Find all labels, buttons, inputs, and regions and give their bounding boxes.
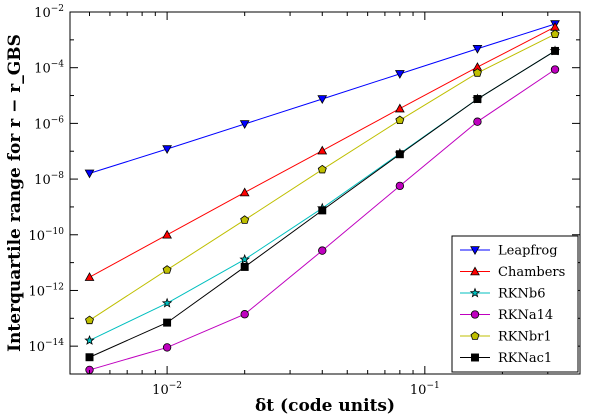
data-point-leapfrog bbox=[317, 95, 328, 105]
x-tick-label: 10−1 bbox=[410, 381, 440, 398]
data-point-rkna14 bbox=[162, 343, 172, 352]
legend: Leapfrog Chambers RKNb6 RKNa14 RKNbr1 RKNac1 bbox=[451, 235, 579, 373]
y-tick-label: 10−10 bbox=[28, 227, 64, 244]
y-tick-label: 10−4 bbox=[34, 60, 64, 77]
data-point-chambers bbox=[550, 21, 560, 31]
y-tick-label: 10−8 bbox=[34, 171, 64, 188]
legend-marker-leapfrog bbox=[470, 246, 480, 256]
legend-item-chambers: Chambers bbox=[460, 265, 565, 280]
data-point-rkna14 bbox=[473, 117, 482, 126]
data-point-chambers bbox=[239, 187, 250, 197]
legend-item-rknac1: RKNac1 bbox=[460, 351, 552, 366]
y-tick-label: 10−2 bbox=[34, 4, 64, 21]
legend-label-chambers: Chambers bbox=[498, 265, 565, 280]
legend-label-rknac1: RKNac1 bbox=[498, 351, 552, 366]
data-point-leapfrog bbox=[239, 120, 250, 130]
y-axis-label: Interquartile range for r − r_GBS bbox=[5, 34, 25, 352]
data-point-rknac1 bbox=[240, 262, 249, 271]
series-rkna14 bbox=[85, 65, 560, 375]
legend-item-rkna14: RKNa14 bbox=[460, 308, 553, 323]
legend-label-rkna14: RKNa14 bbox=[498, 308, 553, 323]
series-rknac1 bbox=[85, 46, 559, 362]
data-point-rknac1 bbox=[473, 95, 482, 103]
data-point-rknac1 bbox=[85, 353, 94, 362]
legend-item-rknbr1: RKNbr1 bbox=[460, 330, 552, 345]
data-point-leapfrog bbox=[472, 44, 483, 54]
data-point-rknb6 bbox=[84, 334, 95, 345]
data-point-rknbr1 bbox=[317, 164, 327, 174]
data-point-rknb6 bbox=[161, 297, 173, 308]
data-point-rknbr1 bbox=[162, 265, 172, 274]
legend-item-rknb6: RKNb6 bbox=[460, 287, 545, 302]
data-point-rknac1 bbox=[318, 206, 327, 215]
legend-marker-rknb6 bbox=[469, 287, 481, 298]
data-point-rknb6 bbox=[239, 253, 250, 264]
legend-marker-rknbr1 bbox=[470, 331, 480, 340]
data-point-rknbr1 bbox=[472, 68, 482, 77]
data-point-chambers bbox=[394, 103, 405, 113]
x-axis-label: δt (code units) bbox=[255, 396, 395, 416]
data-point-rkna14 bbox=[550, 65, 560, 74]
legend-box bbox=[451, 235, 579, 373]
data-point-leapfrog bbox=[162, 145, 172, 155]
data-point-rknbr1 bbox=[240, 215, 250, 224]
legend-item-leapfrog: Leapfrog bbox=[460, 244, 558, 259]
series-chambers bbox=[84, 21, 560, 281]
y-tick-label: 10−12 bbox=[28, 282, 64, 299]
legend-marker-rknac1 bbox=[471, 353, 479, 362]
data-point-rknbr1 bbox=[550, 29, 560, 38]
series-layer bbox=[84, 20, 561, 375]
data-point-rkna14 bbox=[318, 246, 327, 255]
data-point-leapfrog bbox=[394, 70, 405, 79]
data-point-chambers bbox=[84, 272, 95, 281]
series-leapfrog bbox=[84, 20, 560, 179]
legend-label-leapfrog: Leapfrog bbox=[498, 244, 558, 259]
data-point-rknac1 bbox=[551, 46, 559, 55]
data-point-rknbr1 bbox=[395, 115, 405, 125]
data-point-rkna14 bbox=[240, 310, 249, 319]
data-point-chambers bbox=[162, 229, 172, 239]
data-point-rknac1 bbox=[163, 318, 172, 327]
legend-marker-chambers bbox=[470, 266, 480, 276]
legend-label-rknb6: RKNb6 bbox=[498, 287, 545, 302]
y-tick-label: 10−6 bbox=[34, 115, 64, 132]
legend-marker-rkna14 bbox=[470, 310, 480, 319]
data-point-rknac1 bbox=[395, 150, 404, 159]
data-point-rknbr1 bbox=[85, 315, 94, 325]
data-point-leapfrog bbox=[84, 169, 95, 179]
data-point-rkna14 bbox=[395, 181, 405, 191]
data-point-chambers bbox=[317, 145, 328, 155]
ticks-layer: 10−2 10−1 10−14 10−12 10−10 10−8 10−6 10−4 10−2 bbox=[28, 4, 581, 398]
plot-frame bbox=[69, 11, 581, 375]
series-rknbr1 bbox=[85, 29, 560, 325]
legend-label-rknbr1: RKNbr1 bbox=[498, 330, 552, 345]
x-tick-label: 10−2 bbox=[152, 381, 182, 398]
y-tick-label: 10−14 bbox=[28, 338, 64, 355]
